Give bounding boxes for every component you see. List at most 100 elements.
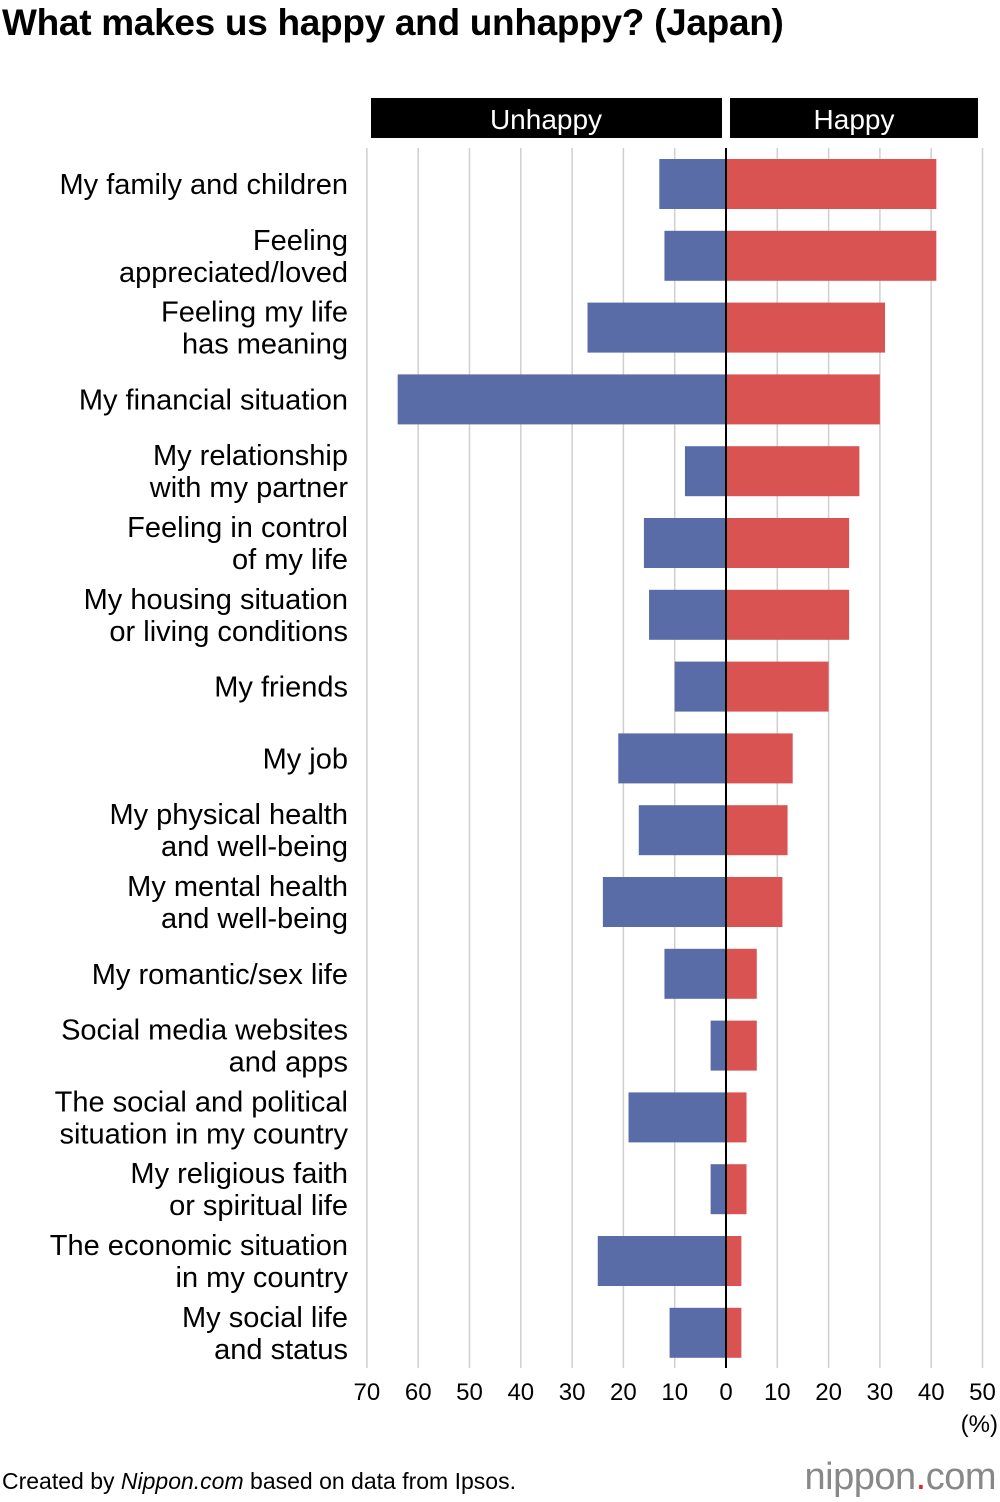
bar-happy (726, 1164, 747, 1215)
category-label-line: The economic situation (50, 1230, 348, 1262)
category-label-line: My religious faith (130, 1158, 348, 1190)
bar-happy (726, 948, 757, 999)
category-label: Feeling my life has meaning (161, 297, 348, 361)
category-label-line: of my life (232, 544, 348, 576)
category-label-line: Feeling in control (127, 512, 348, 544)
category-label: Social media websites and apps (61, 1015, 348, 1079)
source-note: Created by Nippon.com based on data from… (2, 1468, 516, 1495)
category-label-line: My job (263, 743, 348, 775)
bar-unhappy (602, 877, 726, 927)
bar-unhappy (664, 948, 726, 999)
unit-label: (%) (961, 1411, 998, 1438)
x-tick-label: 30 (559, 1379, 586, 1406)
category-label-line: My romantic/sex life (92, 959, 348, 991)
category-label-line: My social life (182, 1302, 348, 1334)
category-label-line: My family and children (60, 169, 349, 201)
x-tick-label: 60 (405, 1379, 432, 1406)
bar-unhappy (659, 159, 726, 209)
x-tick-label: 40 (918, 1379, 945, 1406)
x-tick-label: 50 (456, 1379, 483, 1406)
bar-happy (726, 446, 860, 497)
category-label-line: My financial situation (79, 384, 348, 416)
category-label-line: My friends (214, 672, 348, 704)
x-tick-label: 20 (815, 1379, 842, 1406)
category-label-line: or living conditions (109, 616, 348, 648)
diverging-bar-chart: 70 60 50 40 30 20 10 0 10 20 30 40 50 (%) Unhappy Happy… (50, 98, 998, 1438)
header-bar-happy (730, 98, 978, 138)
category-label-line: and well-being (161, 903, 348, 935)
category-label-line: has meaning (182, 329, 348, 361)
category-label: My housing situation or living conditions (84, 584, 348, 648)
footer-suffix: based on data from Ipsos. (243, 1468, 516, 1494)
category-label: My relationship with my partner (149, 440, 349, 504)
x-tick-label: 40 (507, 1379, 534, 1406)
category-label: My social life and status (182, 1302, 348, 1366)
bar-happy (726, 374, 880, 425)
category-label-line: situation in my country (59, 1118, 348, 1150)
bar-happy (726, 159, 937, 209)
category-label: My job (263, 743, 348, 775)
bar-unhappy (397, 374, 726, 425)
category-label-line: Feeling (253, 225, 348, 257)
footer-site: Nippon.com (120, 1468, 244, 1494)
category-label-line: My housing situation (84, 584, 348, 616)
category-label-line: appreciated/loved (119, 257, 348, 289)
category-label: The social and political situation in my … (55, 1086, 349, 1150)
header-happy: Happy (814, 104, 895, 135)
category-label: My romantic/sex life (92, 959, 348, 991)
bar-happy (726, 661, 829, 712)
x-tick-label: 10 (764, 1379, 791, 1406)
bar-unhappy (710, 1164, 726, 1215)
bar-unhappy (710, 1020, 726, 1071)
bar-unhappy (649, 589, 726, 640)
bar-happy (726, 1020, 757, 1071)
bar-happy (726, 518, 850, 568)
bar-happy (726, 589, 850, 640)
category-label-line: and well-being (161, 831, 348, 863)
category-label: My physical health and well-being (109, 799, 348, 863)
chart-title: What makes us happy and unhappy? (Japan) (2, 2, 784, 43)
bar-unhappy (684, 446, 726, 497)
x-tick-label: 10 (661, 1379, 688, 1406)
bar-happy (726, 1092, 747, 1143)
category-label: Feeling in control of my life (127, 512, 348, 576)
bar-unhappy (669, 1307, 726, 1358)
category-label-line: or spiritual life (169, 1190, 348, 1222)
header-unhappy: Unhappy (490, 104, 602, 135)
bar-happy (726, 877, 783, 927)
category-label-line: Feeling my life (161, 297, 348, 329)
bar-happy (726, 733, 793, 784)
bar-happy (726, 1307, 742, 1358)
bar-happy (726, 302, 886, 353)
bar-unhappy (587, 302, 726, 353)
bar-unhappy (643, 518, 726, 568)
nippon-logo: nippon.com (804, 1456, 997, 1499)
bar-unhappy (628, 1092, 726, 1143)
footer-prefix: Created by (2, 1468, 121, 1494)
category-label-line: and apps (229, 1047, 348, 1079)
category-label-line: in my country (176, 1262, 349, 1294)
x-tick-label: 70 (354, 1379, 381, 1406)
bar-happy (726, 1236, 742, 1286)
bar-happy (726, 805, 788, 856)
category-label: My mental health and well-being (127, 871, 348, 935)
bar-unhappy (674, 661, 726, 712)
bar-unhappy (638, 805, 726, 856)
category-label-line: The social and political (55, 1086, 348, 1118)
x-tick-label: 0 (719, 1379, 732, 1406)
bar-unhappy (664, 230, 726, 281)
category-label-line: Social media websites (61, 1015, 348, 1047)
category-label: My financial situation (79, 384, 348, 416)
category-label: My religious faith or spiritual life (130, 1158, 348, 1222)
category-label-line: My physical health (109, 799, 348, 831)
logo-dot: . (915, 1456, 927, 1498)
category-label: My family and children (60, 169, 349, 201)
category-label-line: and status (214, 1334, 348, 1366)
category-label-line: My relationship (153, 440, 348, 472)
logo-text: nippon (804, 1456, 917, 1498)
category-label: My friends (214, 672, 348, 704)
bar-unhappy (618, 733, 726, 784)
category-label-line: My mental health (127, 871, 348, 903)
bar-happy (726, 230, 937, 281)
header-bar-unhappy (371, 98, 722, 138)
